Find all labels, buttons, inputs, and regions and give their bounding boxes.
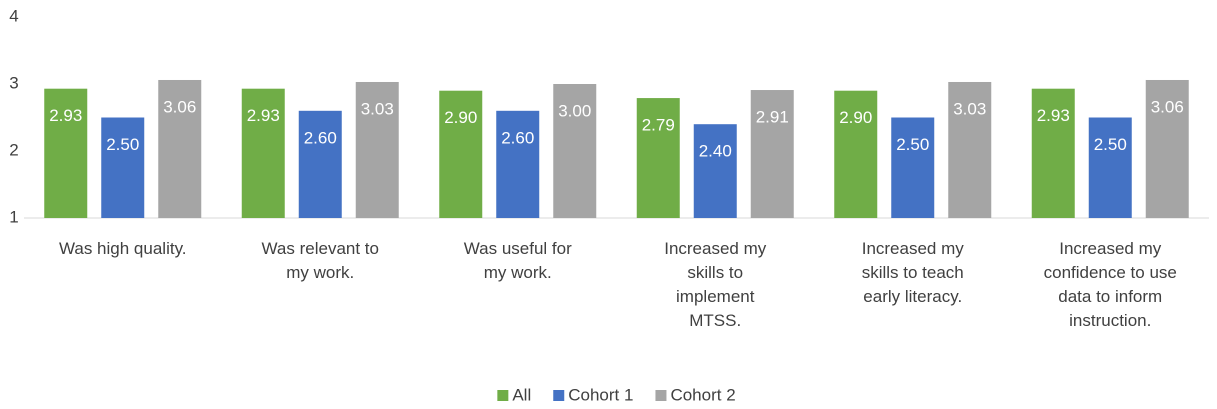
bar xyxy=(1145,79,1189,218)
label-line: data to inform xyxy=(1058,287,1162,306)
label-line: confidence to use xyxy=(1044,263,1177,282)
data-label: 2.50 xyxy=(106,135,139,154)
bar xyxy=(158,79,202,218)
bar xyxy=(693,124,737,218)
data-label: 2.79 xyxy=(642,116,675,135)
data-label: 3.03 xyxy=(361,99,394,118)
data-label: 2.90 xyxy=(839,108,872,127)
label-line: Was relevant to xyxy=(262,239,379,258)
label-line: skills to teach xyxy=(862,263,964,282)
legend-label: All xyxy=(512,385,531,404)
y-tick-label: 4 xyxy=(9,6,18,25)
bar xyxy=(636,98,680,218)
bar xyxy=(1031,88,1075,218)
bar xyxy=(355,81,399,219)
label-line: skills to xyxy=(687,263,743,282)
bar xyxy=(439,90,483,218)
legend-swatch xyxy=(655,390,667,401)
x-tick-label: Increased my skills to teach early literac… xyxy=(862,239,965,306)
legend-label: Cohort 2 xyxy=(670,385,735,404)
x-tick-label: Was high quality. xyxy=(59,239,187,258)
data-label: 2.93 xyxy=(49,106,82,125)
label-line: my work. xyxy=(286,263,354,282)
bar xyxy=(553,84,597,218)
bar xyxy=(1088,117,1132,218)
bar xyxy=(241,88,285,218)
y-tick-label: 1 xyxy=(9,207,18,226)
x-tick-label: Was relevant to my work. xyxy=(262,239,379,282)
label-line: MTSS. xyxy=(689,311,741,330)
y-tick-label: 3 xyxy=(9,73,18,92)
label-line: Increased my xyxy=(664,239,767,258)
label-line: Was useful for xyxy=(464,239,572,258)
x-tick-label: Increased my confidence to use data to inf… xyxy=(1044,239,1177,330)
data-label: 3.03 xyxy=(953,99,986,118)
label-line: early literacy. xyxy=(863,287,962,306)
bar xyxy=(496,110,540,218)
bar xyxy=(834,90,878,218)
bar xyxy=(948,81,992,219)
label-line: implement xyxy=(676,287,755,306)
data-label: 3.06 xyxy=(1151,97,1184,116)
label-line: Was high quality. xyxy=(59,239,187,258)
data-label: 2.50 xyxy=(1094,135,1127,154)
data-label: 2.50 xyxy=(896,135,929,154)
data-label: 3.06 xyxy=(163,97,196,116)
data-label: 2.40 xyxy=(699,142,732,161)
legend-swatch xyxy=(553,390,565,401)
y-tick-label: 2 xyxy=(9,140,18,159)
bar xyxy=(750,90,794,218)
label-line: Increased my xyxy=(1059,239,1162,258)
data-label: 3.00 xyxy=(558,101,591,120)
bar xyxy=(44,88,88,218)
x-tick-label: Increased my skills to implement MTSS. xyxy=(664,239,767,330)
data-label: 2.60 xyxy=(304,128,337,147)
data-label: 2.93 xyxy=(247,106,280,125)
label-line: instruction. xyxy=(1069,311,1151,330)
data-label: 2.90 xyxy=(444,108,477,127)
label-line: my work. xyxy=(484,263,552,282)
data-label: 2.93 xyxy=(1037,106,1070,125)
legend-swatch xyxy=(497,390,509,401)
bar xyxy=(891,117,935,218)
legend-label: Cohort 1 xyxy=(568,385,633,404)
bar xyxy=(101,117,145,218)
data-label: 2.60 xyxy=(501,128,534,147)
data-label: 2.91 xyxy=(756,108,789,127)
bar xyxy=(298,110,342,218)
legend: All Cohort 1 Cohort 2 xyxy=(497,385,736,404)
x-tick-label: Was useful for my work. xyxy=(464,239,572,282)
label-line: Increased my xyxy=(862,239,965,258)
